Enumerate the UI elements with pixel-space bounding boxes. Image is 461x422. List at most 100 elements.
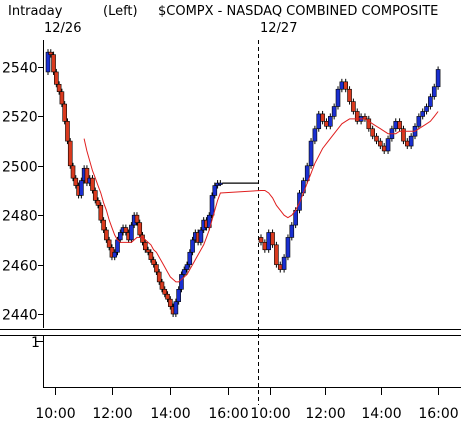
- candle-down: [151, 259, 156, 265]
- candle-down: [320, 113, 325, 122]
- candle-down: [51, 54, 56, 73]
- candle-up: [339, 81, 345, 90]
- y-tick-label: 2520: [2, 110, 38, 126]
- candle-down: [54, 71, 59, 85]
- candle-down: [159, 281, 165, 290]
- candle-up: [187, 251, 193, 265]
- candle-down: [154, 264, 159, 273]
- candle-down: [134, 214, 140, 223]
- candle-up: [285, 237, 291, 258]
- session-date-label: 12/27: [260, 21, 297, 36]
- candle-up: [312, 128, 318, 142]
- candle-down: [92, 190, 98, 201]
- candle-down: [95, 200, 101, 206]
- candle-up: [435, 69, 441, 88]
- candle-up: [316, 113, 322, 130]
- candle-up: [176, 288, 181, 302]
- candle-up: [289, 224, 295, 238]
- candle-down: [397, 121, 402, 130]
- candle-up: [281, 256, 287, 270]
- y-tick-label: 2480: [2, 209, 38, 225]
- candle-up: [179, 274, 184, 290]
- candle-down: [62, 103, 67, 122]
- candle-down: [274, 244, 279, 265]
- candle-up: [308, 140, 314, 167]
- candle-down: [56, 83, 62, 93]
- candlestick-series: [45, 49, 441, 317]
- candle-up: [424, 106, 429, 112]
- moving-average-series: [83, 111, 439, 283]
- candle-down: [324, 121, 329, 127]
- y-axis-ticks: 2440 2460 2480 2500 2520 2540: [2, 61, 43, 324]
- candle-down: [156, 271, 162, 283]
- moving-average-line: [83, 111, 439, 283]
- candle-up: [117, 232, 123, 241]
- y-tick-label: 2460: [2, 259, 38, 275]
- candle-down: [73, 177, 79, 186]
- x-tick-label: 12:00: [92, 406, 132, 422]
- candle-down: [354, 111, 360, 122]
- session-date-label: 12/26: [44, 21, 81, 36]
- candle-down: [401, 128, 406, 142]
- candle-down: [137, 222, 143, 236]
- candle-up: [327, 116, 333, 127]
- x-tick-label: 16:00: [418, 406, 458, 422]
- candle-up: [420, 111, 426, 117]
- candle-down: [67, 140, 73, 167]
- candle-up: [385, 138, 391, 152]
- x-tick-label: 14:00: [150, 406, 190, 422]
- scale-side-label: (Left): [103, 4, 138, 19]
- candle-down: [351, 101, 356, 112]
- x-tick-label: 10:00: [35, 406, 75, 422]
- candle-up: [428, 96, 433, 107]
- candle-down: [347, 88, 352, 102]
- x-axis-ticks: 10:00 12:00 14:00 16:00 10:00 12:00 14:00 16:00: [35, 388, 459, 422]
- candle-down: [90, 177, 95, 191]
- candle-down: [48, 51, 54, 55]
- candle-down: [168, 298, 173, 307]
- y-tick-label: 2440: [2, 308, 38, 324]
- candle-up: [212, 185, 218, 196]
- candle-down: [98, 205, 104, 221]
- volume-axis-label: 1: [31, 335, 40, 351]
- chart-title: $COMPX - NASDAQ COMBINED COMPOSITE: [158, 4, 438, 19]
- candle-down: [270, 232, 275, 246]
- candle-down: [145, 249, 151, 253]
- candle-up: [393, 121, 399, 130]
- candle-down: [404, 140, 410, 147]
- candle-down: [143, 242, 148, 251]
- candle-up: [218, 182, 223, 185]
- candle-up: [301, 180, 306, 194]
- candle-down: [277, 264, 283, 270]
- candle-up: [190, 239, 195, 253]
- y-tick-label: 2540: [2, 61, 38, 77]
- candle-up: [266, 232, 272, 251]
- candle-down: [70, 165, 76, 179]
- candle-up: [304, 165, 310, 181]
- candle-down: [84, 167, 90, 184]
- x-tick-label: 10:00: [250, 406, 290, 422]
- interval-label: Intraday: [8, 4, 63, 19]
- candle-down: [59, 91, 65, 105]
- candle-down: [101, 219, 106, 231]
- candle-down: [165, 293, 170, 300]
- candle-down: [262, 242, 268, 251]
- x-tick-label: 14:00: [361, 406, 401, 422]
- y-tick-label: 2500: [2, 160, 38, 176]
- candle-down: [381, 145, 387, 152]
- x-tick-label: 12:00: [305, 406, 345, 422]
- candle-down: [65, 121, 70, 142]
- candle-up: [416, 116, 422, 127]
- candle-up: [431, 86, 437, 97]
- candle-down: [370, 128, 375, 137]
- candle-up: [173, 301, 179, 315]
- candle-up: [45, 51, 51, 73]
- candle-up: [184, 264, 190, 270]
- candle-up: [112, 251, 118, 258]
- candle-down: [366, 118, 372, 130]
- candle-down: [343, 81, 349, 90]
- candle-up: [198, 229, 204, 243]
- candle-up: [408, 135, 414, 147]
- candle-down: [148, 251, 154, 260]
